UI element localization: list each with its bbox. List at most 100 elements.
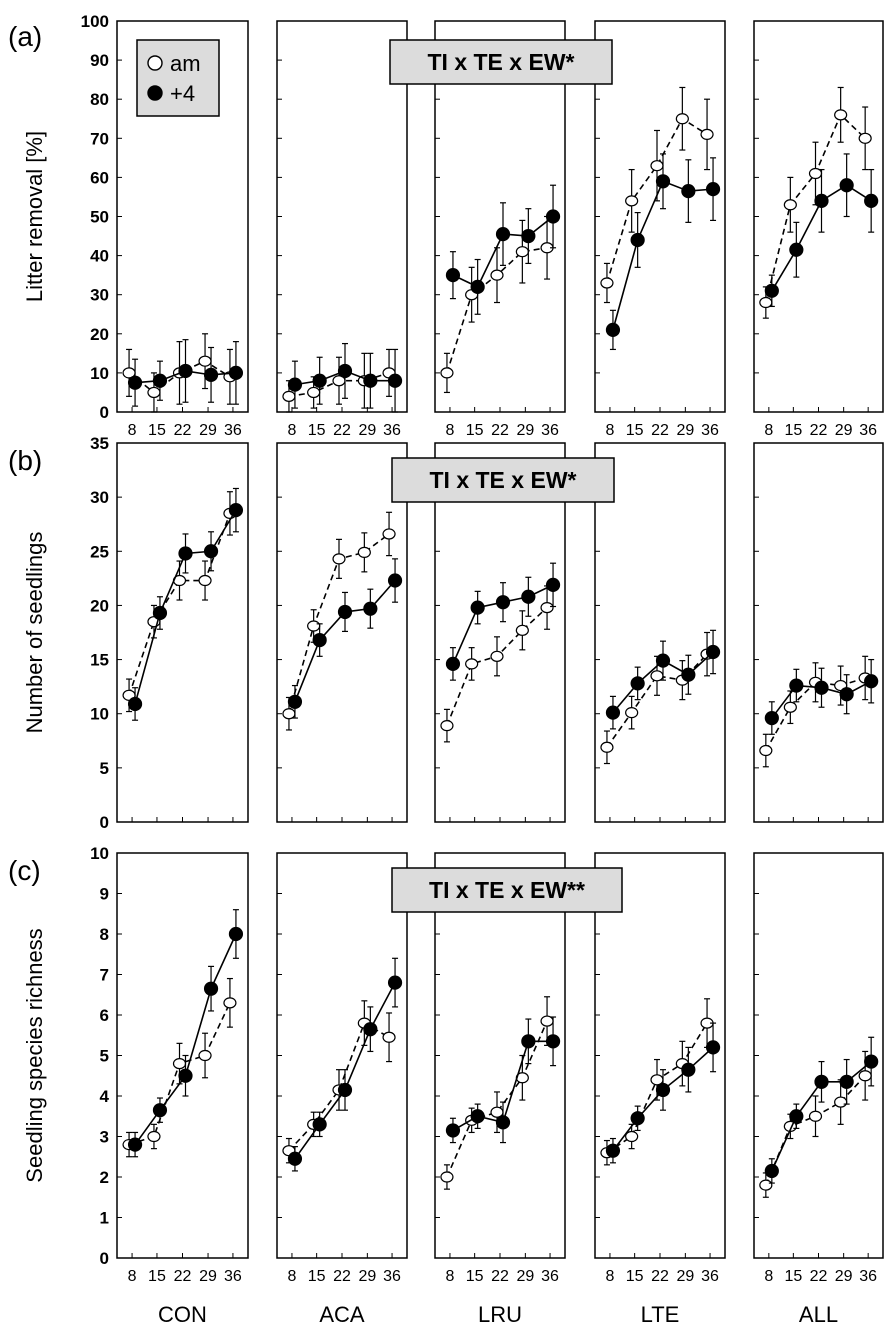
y-tick-label: 2 — [100, 1168, 109, 1187]
series-am-point — [650, 670, 664, 682]
series-plus4-point — [681, 183, 696, 199]
series-am-point — [858, 132, 872, 144]
series-plus4-point — [363, 601, 378, 616]
series-am-point — [172, 1057, 187, 1070]
series-am-point — [147, 386, 161, 399]
series-am-line — [128, 513, 231, 696]
subplot-frame — [276, 20, 408, 413]
series-am-point — [759, 744, 773, 757]
annotation-text: TI x TE x EW* — [428, 49, 575, 75]
subplot-frame — [753, 852, 884, 1259]
y-tick-label: 9 — [100, 885, 109, 904]
y-tick-label: 20 — [90, 325, 109, 344]
series-plus4-point — [312, 632, 327, 648]
series-plus4-point — [387, 573, 403, 588]
series-plus4-point — [178, 546, 193, 561]
series-plus4-point — [705, 644, 721, 660]
x-tick-label: 8 — [128, 1268, 137, 1285]
panel-1: (b) Number of seedlings 0 5 10 15 20 25 30 35 TI x… — [8, 434, 884, 832]
series-plus4-point — [287, 1151, 303, 1166]
series-plus4-point — [387, 975, 403, 990]
x-tick-label: 36 — [701, 1268, 719, 1285]
y-tick-label: 50 — [90, 208, 109, 227]
x-tick-label: 15 — [148, 1268, 166, 1285]
y-tick-label: 90 — [90, 51, 109, 70]
series-plus4-point — [814, 680, 829, 695]
y-tick-label: 35 — [90, 434, 109, 453]
series-am-point — [625, 195, 639, 207]
x-tick-label: 29 — [199, 422, 217, 439]
series-plus4-point — [228, 365, 244, 380]
y-tick-label: 20 — [90, 596, 109, 615]
y-tick-label: 100 — [81, 12, 109, 31]
x-tick-label: 8 — [445, 422, 454, 439]
series-plus4-point — [470, 600, 485, 615]
subplot-frame — [753, 20, 884, 413]
series-plus4-point — [521, 589, 536, 604]
series-plus4-point — [203, 544, 219, 559]
series-plus4-point — [839, 687, 854, 702]
series-am-point — [808, 1110, 823, 1122]
series-am-point — [332, 553, 346, 565]
series-am-point — [759, 1179, 773, 1191]
x-tick-label: 36 — [383, 1268, 401, 1285]
subplot-ALL — [753, 442, 884, 823]
panel-letter: (a) — [8, 21, 42, 52]
y-tick-label: 5 — [100, 1047, 109, 1066]
x-tick-label: 36 — [701, 422, 719, 439]
x-tick-label: 22 — [810, 422, 828, 439]
series-am-point — [357, 546, 371, 558]
y-tick-label: 10 — [90, 364, 109, 383]
series-plus4-point — [445, 656, 461, 672]
significance-annotation: TI x TE x EW* — [389, 39, 613, 85]
group-label-ACA: ACA — [319, 1302, 365, 1327]
series-am-line — [606, 117, 708, 284]
subplot-ACA: 8 15 22 29 36 — [276, 852, 408, 1285]
subplot-frame — [276, 442, 408, 823]
annotation-box — [389, 39, 613, 85]
series-plus4-point — [228, 503, 244, 518]
x-tick-label: 15 — [308, 422, 326, 439]
series-plus4-point — [203, 981, 219, 996]
x-tick-label: 36 — [541, 422, 559, 439]
annotation-text: TI x TE x EW* — [430, 467, 577, 493]
x-tick-label: 29 — [676, 422, 694, 439]
y-axis-label: Number of seedlings — [22, 532, 47, 734]
series-plus4-point — [152, 373, 168, 388]
subplot-CON — [116, 442, 249, 823]
subplot-LRU: 8 15 22 29 36 — [434, 852, 566, 1285]
series-am-point — [198, 574, 212, 587]
x-tick-label: 29 — [358, 1268, 376, 1285]
series-am-point — [382, 1031, 396, 1043]
subplot-LRU — [434, 442, 566, 823]
series-plus4-point — [312, 373, 327, 388]
series-plus4-point — [630, 1111, 645, 1126]
series-am-point — [858, 1070, 872, 1082]
subplot-LTE: 8 15 22 29 36 — [594, 852, 726, 1285]
panel-letter: (b) — [8, 445, 42, 476]
x-tick-label: 29 — [676, 1268, 694, 1285]
x-tick-label: 22 — [651, 422, 669, 439]
x-tick-label: 29 — [835, 1268, 853, 1285]
series-am-point — [783, 701, 797, 713]
series-plus4-point — [127, 375, 143, 390]
annotation-text: TI x TE x EW** — [429, 877, 585, 903]
x-tick-label: 15 — [626, 1268, 644, 1285]
x-tick-label: 8 — [764, 422, 773, 439]
x-tick-label: 15 — [784, 422, 802, 439]
y-tick-label: 4 — [100, 1087, 110, 1106]
series-am-point — [650, 160, 664, 172]
series-am-point — [198, 355, 212, 367]
y-tick-label: 1 — [100, 1209, 109, 1228]
series-plus4-point — [470, 1109, 485, 1124]
series-plus4-point — [864, 1054, 879, 1069]
series-am-point — [198, 1049, 212, 1062]
subplot-LTE: 8 15 22 29 36 — [594, 20, 726, 439]
x-tick-label: 8 — [605, 422, 614, 439]
y-tick-label: 30 — [90, 488, 109, 507]
series-am-point — [675, 113, 689, 125]
x-tick-label: 22 — [333, 422, 351, 439]
series-plus4-point — [789, 1109, 804, 1124]
series-am-point — [625, 707, 639, 719]
series-plus4-point — [655, 1082, 671, 1098]
